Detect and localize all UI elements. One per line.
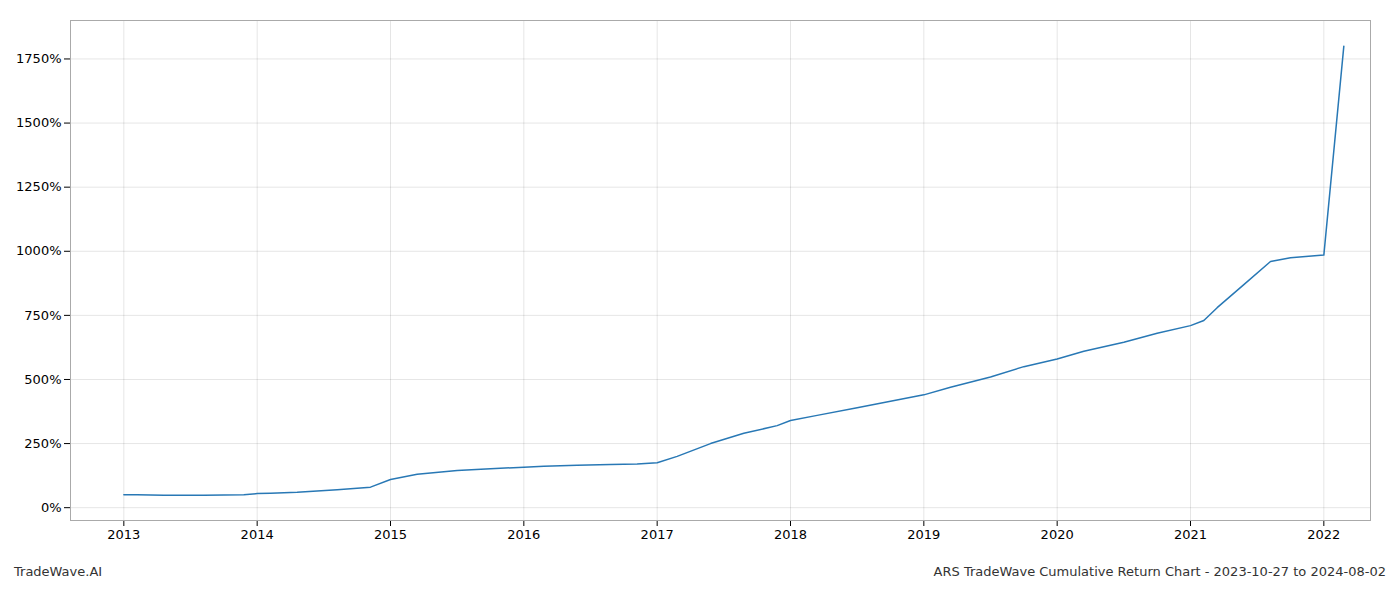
svg-text:1750%: 1750% <box>16 51 61 66</box>
svg-text:1500%: 1500% <box>16 115 61 130</box>
html-text:TradeWave.AI: TradeWave.AI <box>14 564 103 579</box>
svg-text:0%: 0% <box>41 500 62 515</box>
svg-text:2013: 2013 <box>107 527 140 542</box>
svg-text:500%: 500% <box>24 372 61 387</box>
svg-text:750%: 750% <box>24 308 61 323</box>
svg-text:2017: 2017 <box>641 527 674 542</box>
svg-text:2021: 2021 <box>1174 527 1207 542</box>
svg-text:2014: 2014 <box>241 527 274 542</box>
svg-text:1000%: 1000% <box>16 243 61 258</box>
svg-text:2018: 2018 <box>774 527 807 542</box>
svg-text:1250%: 1250% <box>16 179 61 194</box>
html-text:ARS TradeWave Cumulative Retur: ARS TradeWave Cumulative Return Chart - … <box>933 564 1386 579</box>
svg-text:2022: 2022 <box>1307 527 1340 542</box>
svg-text:2020: 2020 <box>1041 527 1074 542</box>
svg-text:2015: 2015 <box>374 527 407 542</box>
svg-text:250%: 250% <box>24 436 61 451</box>
svg-text:2016: 2016 <box>507 527 540 542</box>
svg-text:2019: 2019 <box>907 527 940 542</box>
